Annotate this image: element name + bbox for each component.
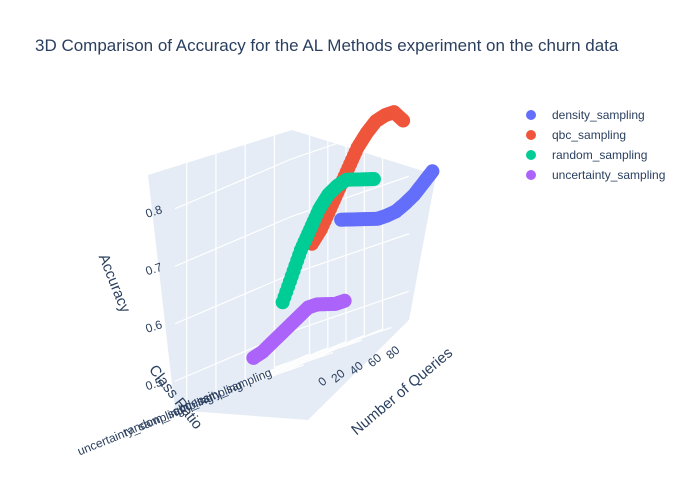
data-point [425, 164, 440, 179]
z-axis-title: Accuracy [95, 252, 134, 316]
legend-marker [526, 170, 536, 180]
z-gridline [174, 175, 410, 267]
legend-marker [526, 110, 536, 120]
class-gridline [244, 115, 363, 381]
chart-title: 3D Comparison of Accuracy for the AL Met… [35, 36, 619, 55]
z-tick-label: 0.5 [144, 375, 165, 394]
class-tick-label: uncertainty_sampling [75, 403, 185, 458]
legend-label: uncertainty_sampling [552, 168, 665, 182]
legend-label: random_sampling [552, 148, 647, 162]
legend-item-density_sampling[interactable]: density_sampling [526, 108, 645, 122]
floor-wall [175, 320, 409, 420]
series-density_sampling [334, 164, 440, 227]
z-y-wall [148, 130, 292, 410]
data-point [337, 293, 352, 308]
data-point [366, 172, 381, 187]
class-gridline [273, 103, 392, 369]
legend-marker [526, 130, 536, 140]
legend-marker [526, 150, 536, 160]
legend-item-random_sampling[interactable]: random_sampling [526, 148, 647, 162]
legend[interactable]: density_sampling qbc_sampling random_sampl… [526, 108, 665, 182]
chart-marks [246, 105, 440, 365]
class-gridline [186, 140, 304, 406]
class-gridline [215, 128, 334, 394]
z-tick-label: 0.8 [144, 202, 165, 221]
series-uncertainty_sampling [246, 293, 352, 365]
legend-item-uncertainty_sampling[interactable]: uncertainty_sampling [526, 168, 665, 182]
data-point [396, 113, 411, 128]
legend-label: qbc_sampling [552, 128, 626, 142]
legend-label: density_sampling [552, 108, 645, 122]
z-tick-label: 0.6 [144, 317, 165, 336]
z-tick-label: 0.7 [144, 260, 165, 279]
x-tick-label: 80 [383, 343, 402, 363]
legend-item-qbc_sampling[interactable]: qbc_sampling [526, 128, 626, 142]
series-random_sampling [275, 172, 381, 310]
